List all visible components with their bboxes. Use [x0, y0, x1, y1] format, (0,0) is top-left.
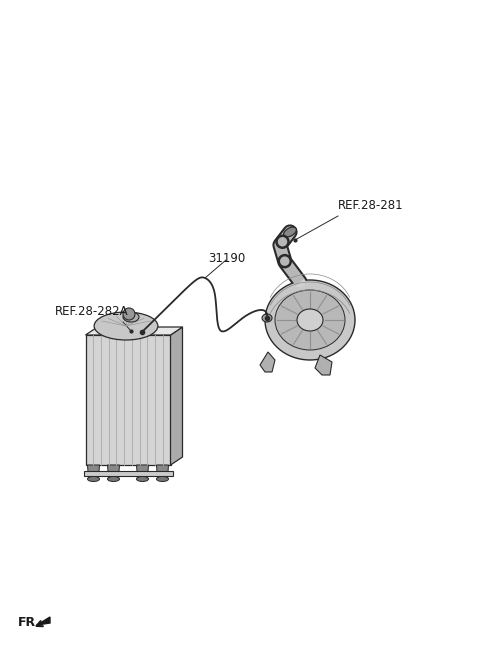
Text: FR.: FR.	[18, 616, 41, 629]
Polygon shape	[84, 471, 172, 476]
Circle shape	[123, 308, 135, 320]
Ellipse shape	[108, 476, 120, 482]
Text: 31190: 31190	[208, 252, 245, 265]
Polygon shape	[260, 352, 275, 372]
Polygon shape	[85, 335, 170, 465]
Polygon shape	[85, 327, 182, 335]
Ellipse shape	[156, 476, 168, 482]
Ellipse shape	[136, 476, 148, 482]
Text: REF.28-281: REF.28-281	[338, 199, 404, 212]
Polygon shape	[87, 465, 99, 479]
Polygon shape	[315, 355, 332, 375]
Ellipse shape	[297, 309, 323, 331]
Ellipse shape	[87, 476, 99, 482]
Ellipse shape	[284, 227, 296, 237]
Polygon shape	[156, 465, 168, 479]
Polygon shape	[170, 327, 182, 465]
Ellipse shape	[275, 290, 345, 350]
Ellipse shape	[265, 280, 355, 360]
Polygon shape	[136, 465, 148, 479]
Ellipse shape	[94, 312, 158, 340]
Ellipse shape	[123, 312, 139, 322]
Polygon shape	[37, 617, 50, 625]
Text: REF.28-282A: REF.28-282A	[55, 305, 129, 318]
Ellipse shape	[262, 314, 272, 322]
Polygon shape	[108, 465, 120, 479]
